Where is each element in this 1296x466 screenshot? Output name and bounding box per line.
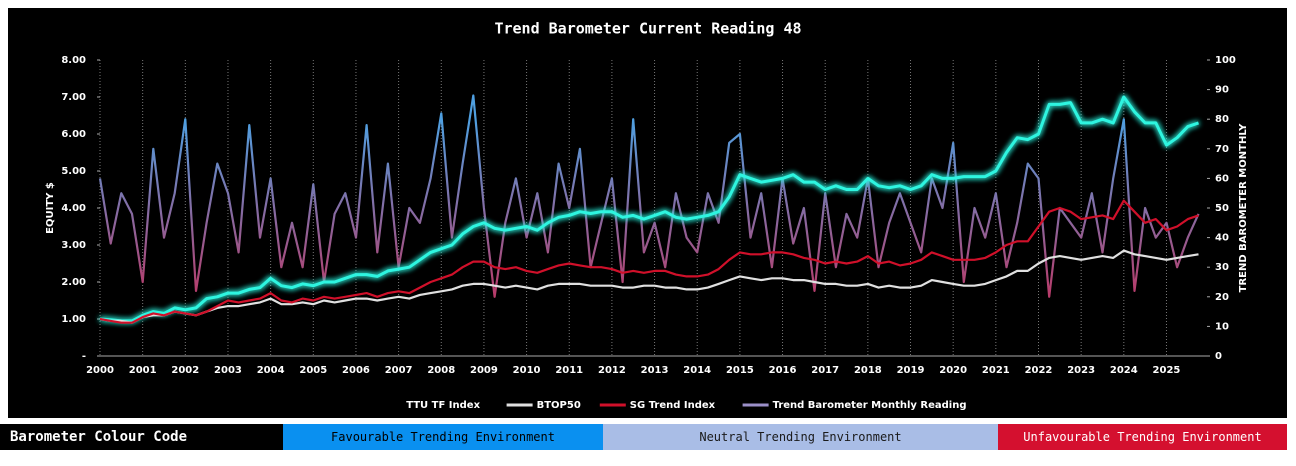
- x-tick-label: 2024: [1110, 365, 1138, 376]
- series-line: [99, 95, 1199, 323]
- x-tick-label: 2021: [982, 365, 1010, 376]
- x-tick-label: 2018: [854, 365, 882, 376]
- x-tick-label: 2009: [470, 365, 498, 376]
- y-tick-label: 7.00: [61, 92, 86, 103]
- x-tick-label: 2023: [1067, 365, 1095, 376]
- y-tick-label: 1.00: [61, 314, 86, 325]
- y2-tick-label: 100: [1215, 55, 1236, 66]
- x-tick-label: 2003: [214, 365, 242, 376]
- x-tick-label: 2020: [939, 365, 967, 376]
- legend-label: SG Trend Index: [630, 400, 716, 411]
- x-tick-label: 2014: [683, 365, 711, 376]
- y2-tick-label: 60: [1215, 173, 1229, 184]
- colour-code: Barometer Colour Code Favourable Trendin…: [0, 424, 1287, 450]
- y2-tick-label: 10: [1215, 321, 1229, 332]
- y-tick-label: 3.00: [61, 240, 86, 251]
- y-axis-label: EQUITY $: [45, 182, 56, 234]
- legend-label: TTU TF Index: [406, 400, 480, 411]
- x-tick-label: 2006: [342, 365, 370, 376]
- colour-code-item: Unfavourable Trending Environment: [998, 424, 1287, 450]
- colour-code-item: Favourable Trending Environment: [283, 424, 603, 450]
- y2-axis-label: TREND BAROMETER MONTHLY: [1238, 123, 1249, 293]
- y2-tick-label: 50: [1215, 203, 1229, 214]
- x-tick-label: 2016: [769, 365, 797, 376]
- series-line: [98, 94, 1200, 298]
- x-tick-label: 2010: [513, 365, 541, 376]
- x-tick-label: 2008: [427, 365, 455, 376]
- colour-code-title: Barometer Colour Code: [0, 424, 283, 450]
- y-tick-label: 5.00: [61, 166, 86, 177]
- chart: Trend Barometer Current Reading 48 EQUIT…: [8, 8, 1287, 418]
- x-tick-label: 2017: [811, 365, 839, 376]
- x-tick-label: 2011: [555, 365, 583, 376]
- y2-tick-label: 80: [1215, 114, 1229, 125]
- x-tick-label: 2007: [385, 365, 413, 376]
- y-tick-label: 6.00: [61, 129, 86, 140]
- colour-code-item: Neutral Trending Environment: [603, 424, 998, 450]
- x-tick-label: 2015: [726, 365, 754, 376]
- legend-label: Trend Barometer Monthly Reading: [773, 400, 967, 411]
- x-tick-label: 2022: [1025, 365, 1053, 376]
- x-tick-label: 2019: [897, 365, 925, 376]
- y-tick-label: -: [82, 351, 86, 362]
- y2-tick-label: 0: [1215, 351, 1222, 362]
- x-tick-label: 2005: [299, 365, 327, 376]
- x-tick-label: 2013: [641, 365, 669, 376]
- y2-tick-label: 90: [1215, 85, 1229, 96]
- y2-tick-label: 20: [1215, 292, 1229, 303]
- y2-tick-label: 70: [1215, 144, 1229, 155]
- y2-tick-label: 40: [1215, 233, 1229, 244]
- series-line: [99, 199, 1199, 324]
- y2-tick-label: 30: [1215, 262, 1229, 273]
- x-tick-label: 2025: [1153, 365, 1181, 376]
- legend-label: BTOP50: [537, 400, 581, 411]
- x-tick-label: 2002: [171, 365, 199, 376]
- chart-title: Trend Barometer Current Reading 48: [494, 20, 801, 38]
- y-tick-label: 4.00: [61, 203, 86, 214]
- x-tick-label: 2000: [86, 365, 114, 376]
- y-tick-label: 2.00: [61, 277, 86, 288]
- x-tick-label: 2012: [598, 365, 626, 376]
- x-tick-label: 2004: [257, 365, 285, 376]
- series-line: [99, 249, 1199, 324]
- y-tick-label: 8.00: [61, 55, 86, 66]
- x-tick-label: 2001: [129, 365, 157, 376]
